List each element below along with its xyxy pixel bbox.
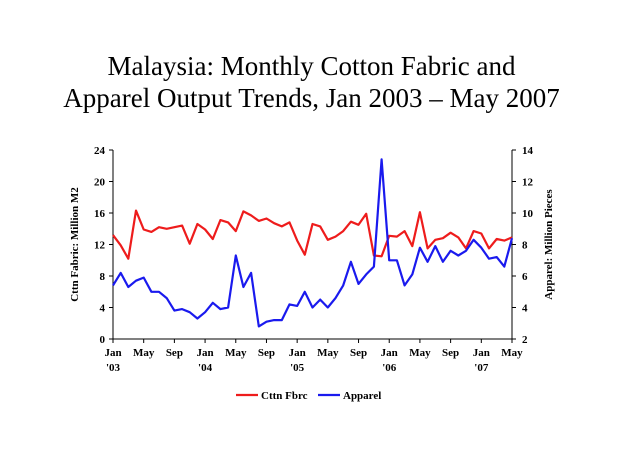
- right-tick-label: 6: [522, 271, 528, 283]
- left-tick-label: 16: [94, 208, 106, 220]
- series-line-apparel: [112, 158, 514, 328]
- left-tick-label: 12: [94, 240, 106, 252]
- chart-title-line-2: Apparel Output Trends, Jan 2003 – May 20…: [63, 83, 560, 113]
- left-axis-title: Cttn Fabric: Million M2: [69, 187, 81, 302]
- chart-title-line-1: Malaysia: Monthly Cotton Fabric and: [107, 51, 516, 81]
- right-tick-label: 14: [522, 145, 534, 157]
- left-tick-label: 8: [100, 271, 106, 283]
- x-tick-year-label: '03: [106, 362, 121, 374]
- x-tick-label: May: [501, 347, 523, 359]
- left-tick-label: 0: [100, 334, 106, 346]
- x-tick-label: May: [409, 347, 431, 359]
- legend-label-apparel: Apparel: [343, 390, 381, 402]
- x-tick-year-label: '07: [474, 362, 489, 374]
- right-tick-label: 10: [522, 208, 534, 220]
- right-tick-label: 12: [522, 177, 534, 189]
- x-tick-label: May: [133, 347, 155, 359]
- x-tick-label: Jan: [289, 347, 306, 359]
- right-tick-label: 2: [522, 334, 528, 346]
- x-tick-year-label: '06: [382, 362, 397, 374]
- x-tick-label: Jan: [197, 347, 214, 359]
- left-tick-label: 4: [100, 303, 106, 315]
- right-axis-title: Apparel: Million Pieces: [543, 189, 555, 300]
- legend-label-cotton-fabric: Cttn Fbrc: [261, 390, 308, 402]
- x-tick-label: Sep: [166, 347, 183, 359]
- x-tick-label: Jan: [473, 347, 490, 359]
- left-tick-label: 24: [94, 145, 106, 157]
- chart-title: Malaysia: Monthly Cotton Fabric and Appa…: [0, 50, 623, 114]
- right-tick-label: 8: [522, 240, 528, 252]
- x-tick-label: Jan: [381, 347, 398, 359]
- x-tick-label: May: [317, 347, 339, 359]
- x-tick-year-label: '04: [198, 362, 213, 374]
- x-tick-label: Sep: [258, 347, 275, 359]
- x-tick-label: Sep: [442, 347, 459, 359]
- x-tick-year-label: '05: [290, 362, 305, 374]
- chart-legend: Cttn Fbrc Apparel: [236, 390, 381, 402]
- x-tick-label: Jan: [104, 347, 121, 359]
- chart-series: [112, 158, 514, 328]
- x-tick-label: Sep: [350, 347, 367, 359]
- left-tick-label: 20: [94, 177, 106, 189]
- right-tick-label: 4: [522, 303, 528, 315]
- series-line-cotton-fabric: [112, 209, 513, 260]
- x-tick-label: May: [225, 347, 247, 359]
